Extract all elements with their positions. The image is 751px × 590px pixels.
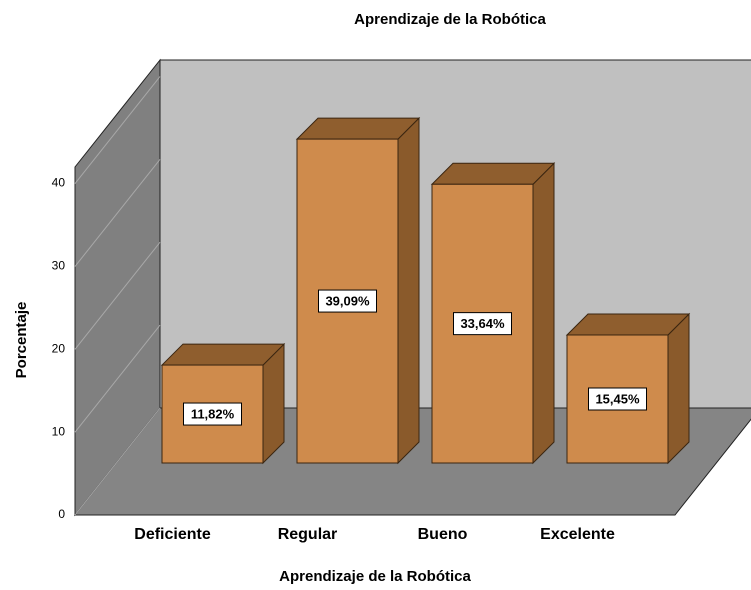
- y-tick-label: 30: [52, 259, 66, 273]
- x-tick-label: Bueno: [418, 526, 468, 543]
- x-tick-label: Deficiente: [134, 526, 211, 543]
- bar-top: [565, 313, 691, 336]
- bar-top: [430, 162, 556, 185]
- value-label: 39,09%: [325, 293, 370, 308]
- x-axis-label: Aprendizaje de la Robótica: [279, 568, 471, 585]
- y-tick-label: 20: [52, 341, 66, 355]
- y-tick-label: 10: [52, 424, 66, 438]
- value-label-box: [318, 289, 377, 313]
- value-label: 33,64%: [460, 316, 505, 331]
- value-label-box: [183, 402, 242, 426]
- grid-line: [74, 159, 161, 267]
- bar-side: [667, 312, 690, 465]
- value-label-box: [588, 387, 647, 411]
- x-tick-label: Excelente: [540, 526, 615, 543]
- grid-line: [74, 407, 161, 516]
- value-label: 15,45%: [595, 391, 640, 406]
- bar-side: [397, 116, 420, 465]
- value-label: 11,82%: [191, 406, 235, 421]
- value-label-box: [453, 312, 512, 336]
- y-axis-label: Porcentaje: [13, 302, 30, 379]
- grid-line: [74, 324, 161, 433]
- y-tick-label: 40: [52, 176, 66, 190]
- x-tick-label: Regular: [278, 526, 338, 543]
- bar-top: [295, 117, 421, 140]
- bar-top: [160, 343, 286, 366]
- grid-line: [74, 76, 161, 184]
- chart-title: Aprendizaje de la Robótica: [354, 11, 546, 28]
- bar-side: [532, 162, 555, 465]
- y-tick-label: 0: [58, 507, 65, 521]
- grid-line: [74, 241, 161, 350]
